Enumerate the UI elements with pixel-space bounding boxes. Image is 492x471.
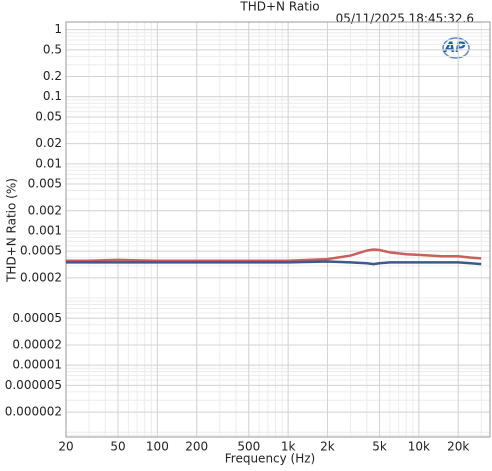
x-axis-label: Frequency (Hz)	[225, 452, 316, 466]
y-axis-label: THD+N Ratio (%)	[5, 178, 19, 283]
y-tick-label: 0.01	[35, 156, 62, 170]
y-tick-label: 0.000002	[5, 405, 62, 419]
x-tick-label: 500	[237, 440, 260, 454]
y-tick-label: 0.5	[43, 42, 62, 56]
timestamp: 05/11/2025 18:45:32.6	[336, 12, 474, 26]
x-tick-label: 5k	[372, 440, 387, 454]
x-tick-label: 50	[110, 440, 125, 454]
y-tick-label: 0.001	[28, 223, 62, 237]
logo: AP	[443, 40, 466, 56]
y-tick-label: 0.02	[35, 136, 62, 150]
y-tick-label: 0.005	[28, 177, 62, 191]
x-tick-label: 100	[146, 440, 169, 454]
y-tick-label: 0.000005	[5, 378, 62, 392]
y-tick-label: 0.00002	[12, 337, 62, 351]
y-tick-label: 0.002	[28, 203, 62, 217]
y-tick-label: 0.2	[43, 69, 62, 83]
y-tick-label: 0.0002	[20, 270, 62, 284]
y-tick-label: 0.05	[35, 109, 62, 123]
y-tick-label: 0.0005	[20, 244, 62, 258]
series-line	[66, 260, 482, 266]
y-tick-label: 0.00005	[12, 311, 62, 325]
x-tick-label: 20k	[447, 440, 469, 454]
y-tick-label: 0.00001	[12, 358, 62, 372]
y-tick-label: 1	[54, 22, 62, 36]
chart-title: THD+N Ratio	[239, 0, 319, 14]
plot-frame	[65, 21, 491, 438]
series-line	[66, 248, 482, 262]
x-tick-label: 1k	[281, 440, 296, 454]
x-tick-label: 20	[58, 440, 73, 454]
x-tick-label: 200	[185, 440, 208, 454]
x-tick-label: 2k	[320, 440, 335, 454]
y-tick-label: 0.1	[43, 89, 62, 103]
logo-ring	[442, 37, 470, 59]
x-tick-label: 10k	[408, 440, 430, 454]
